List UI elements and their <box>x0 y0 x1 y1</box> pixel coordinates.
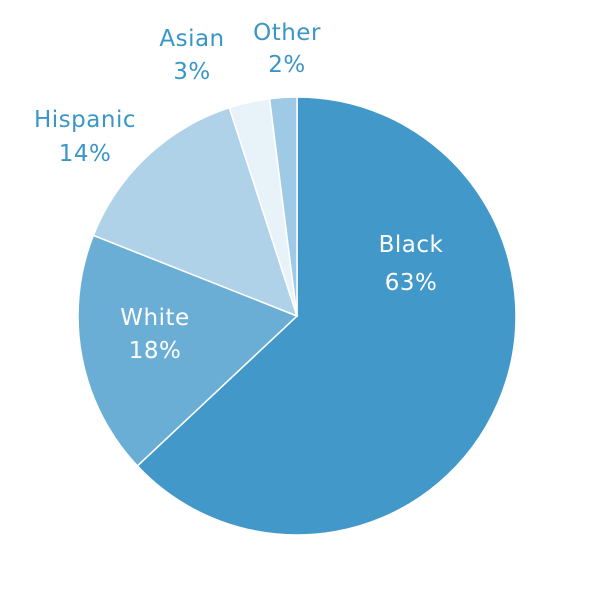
slice-value-hispanic: 14% <box>59 141 112 167</box>
slice-label-hispanic: Hispanic <box>34 107 136 133</box>
slice-label-asian: Asian <box>159 26 224 52</box>
slice-label-black: Black <box>379 232 444 258</box>
slice-value-asian: 3% <box>173 59 211 85</box>
slice-value-white: 18% <box>129 338 182 364</box>
slice-value-black: 63% <box>385 270 438 296</box>
pie-slice-black <box>136 96 517 536</box>
pie-slice-white <box>77 234 299 467</box>
slice-label-other: Other <box>253 20 321 46</box>
pie-slice-other <box>268 96 298 317</box>
slice-value-other: 2% <box>268 52 306 78</box>
slice-label-white: White <box>120 305 189 331</box>
